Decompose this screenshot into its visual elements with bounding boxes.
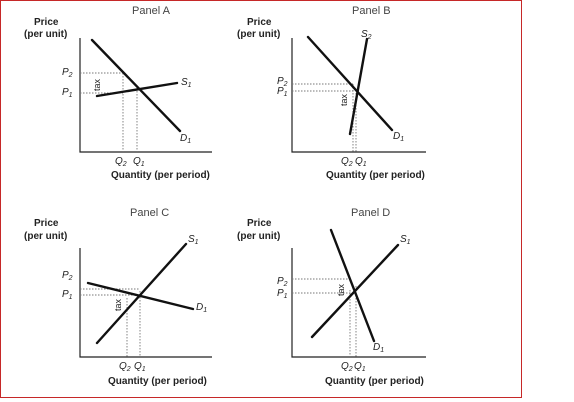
panel-c-p2-label: P2 xyxy=(62,270,73,282)
panel-c-tax-label: tax xyxy=(113,298,123,311)
panel-a-q2-label: Q2 xyxy=(115,156,127,168)
panel-b-price-unit-label: (per unit) xyxy=(237,29,280,40)
panel-c-quantity-label: Quantity (per period) xyxy=(108,376,207,387)
panel-b-axes xyxy=(291,38,426,153)
panel-d-p1-label: P1 xyxy=(277,288,288,300)
panel-a-axes xyxy=(79,38,212,153)
panel-c-supply-label: S1 xyxy=(188,234,199,246)
panel-a-title: Panel A xyxy=(132,5,171,17)
panel-b-q2-label: Q2 xyxy=(341,156,353,168)
panel-a: Panel A Price (per unit) tax S1 D1 P2 P1… xyxy=(24,5,212,181)
panel-d-demand-label: D1 xyxy=(373,342,384,354)
panel-a-quantity-label: Quantity (per period) xyxy=(111,170,210,181)
panel-d-price-label: Price xyxy=(247,218,272,229)
panel-c: Panel C Price (per unit) tax S1 D1 P2 P1… xyxy=(24,207,212,387)
panel-a-demand-label: D1 xyxy=(180,133,191,145)
panel-d-axes xyxy=(291,248,426,358)
panel-d-tax-label: tax xyxy=(336,283,346,296)
panel-a-demand-curve xyxy=(90,38,182,133)
panel-b-p2-label: P2 xyxy=(277,76,288,88)
panel-b: Panel B Price (per unit) tax S2 D1 P2 P1… xyxy=(237,5,426,181)
panel-b-supply-label: S2 xyxy=(361,29,372,41)
panel-b-supply-curve xyxy=(348,37,369,136)
panel-b-q1-label: Q1 xyxy=(355,156,367,168)
panel-b-title: Panel B xyxy=(352,5,391,17)
panel-c-price-unit-label: (per unit) xyxy=(24,231,67,242)
panel-d-supply-label: S1 xyxy=(400,234,411,246)
panel-b-tax-label: tax xyxy=(339,93,349,106)
panel-a-p2-label: P2 xyxy=(62,67,73,79)
panel-a-supply-label: S1 xyxy=(181,77,192,89)
panel-c-title: Panel C xyxy=(130,207,169,219)
panel-d-price-unit-label: (per unit) xyxy=(237,231,280,242)
panel-b-demand-curve xyxy=(306,35,394,132)
panel-c-p1-label: P1 xyxy=(62,289,73,301)
panel-c-price-label: Price xyxy=(34,218,59,229)
panel-d-supply-curve xyxy=(310,243,400,339)
panel-b-demand-label: D1 xyxy=(393,131,404,143)
panel-d-q2-label: Q2 xyxy=(341,361,353,373)
panel-c-demand-label: D1 xyxy=(196,302,207,314)
panel-c-axes xyxy=(79,248,212,358)
panel-b-quantity-label: Quantity (per period) xyxy=(326,170,425,181)
panel-a-tax-label: tax xyxy=(92,78,102,91)
panel-b-price-label: Price xyxy=(247,17,272,28)
panel-d-demand-curve xyxy=(329,228,376,343)
panel-a-price-unit-label: (per unit) xyxy=(24,29,67,40)
panel-b-p1-label: P1 xyxy=(277,86,288,98)
panel-a-price-label: Price xyxy=(34,17,59,28)
panel-c-supply-curve xyxy=(95,242,188,345)
panel-d-p2-label: P2 xyxy=(277,276,288,288)
panel-d-quantity-label: Quantity (per period) xyxy=(325,376,424,387)
panel-c-q1-label: Q1 xyxy=(134,361,146,373)
panel-a-q1-label: Q1 xyxy=(133,156,145,168)
panel-d-q1-label: Q1 xyxy=(354,361,366,373)
figure-frame xyxy=(0,0,522,398)
panel-a-supply-curve xyxy=(95,81,179,98)
panel-d: Panel D Price (per unit) tax S1 D1 P2 P1… xyxy=(237,207,426,387)
panel-a-p1-label: P1 xyxy=(62,87,73,99)
panel-d-title: Panel D xyxy=(351,207,390,219)
panel-c-q2-label: Q2 xyxy=(119,361,131,373)
